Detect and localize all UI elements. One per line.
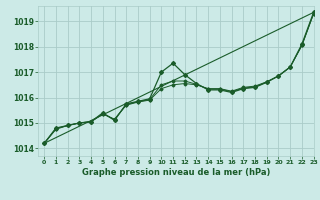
X-axis label: Graphe pression niveau de la mer (hPa): Graphe pression niveau de la mer (hPa) [82, 168, 270, 177]
